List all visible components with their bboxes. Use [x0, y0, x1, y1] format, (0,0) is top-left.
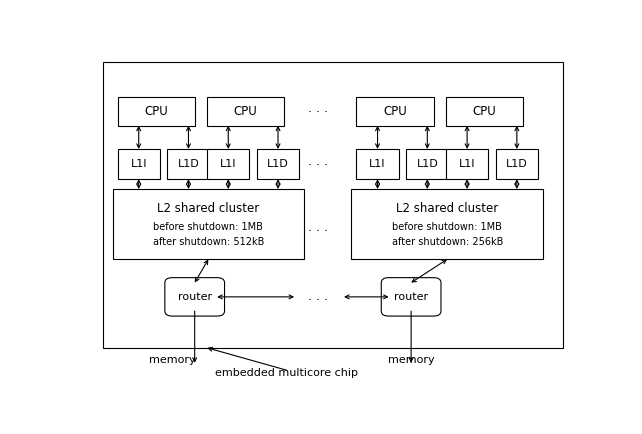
Text: memory: memory: [149, 355, 196, 365]
FancyBboxPatch shape: [257, 149, 299, 179]
Text: L1D: L1D: [267, 159, 289, 169]
Text: router: router: [394, 292, 428, 302]
Text: . . .: . . .: [308, 155, 328, 168]
Text: CPU: CPU: [234, 105, 257, 118]
FancyBboxPatch shape: [165, 278, 225, 316]
Text: L1I: L1I: [459, 159, 475, 169]
Text: L2 shared cluster: L2 shared cluster: [157, 201, 259, 214]
Text: . . .: . . .: [308, 102, 328, 115]
Text: CPU: CPU: [144, 105, 168, 118]
Text: after shutdown: 512kB: after shutdown: 512kB: [153, 237, 264, 247]
FancyBboxPatch shape: [112, 189, 304, 259]
FancyBboxPatch shape: [117, 149, 160, 179]
FancyBboxPatch shape: [351, 189, 543, 259]
Text: L1D: L1D: [417, 159, 438, 169]
Text: L1I: L1I: [369, 159, 386, 169]
Text: CPU: CPU: [383, 105, 407, 118]
FancyBboxPatch shape: [207, 97, 284, 125]
Text: L1D: L1D: [506, 159, 528, 169]
Text: L1I: L1I: [220, 159, 236, 169]
Text: L1D: L1D: [178, 159, 200, 169]
FancyBboxPatch shape: [446, 149, 489, 179]
Text: L1I: L1I: [130, 159, 147, 169]
FancyBboxPatch shape: [168, 149, 209, 179]
FancyBboxPatch shape: [381, 278, 441, 316]
FancyBboxPatch shape: [207, 149, 249, 179]
FancyBboxPatch shape: [446, 97, 523, 125]
Text: embedded multicore chip: embedded multicore chip: [215, 368, 358, 378]
Text: before shutdown: 1MB: before shutdown: 1MB: [392, 222, 502, 232]
FancyBboxPatch shape: [117, 97, 195, 125]
FancyBboxPatch shape: [406, 149, 449, 179]
FancyBboxPatch shape: [103, 62, 563, 348]
Text: memory: memory: [388, 355, 435, 365]
Text: CPU: CPU: [473, 105, 496, 118]
Text: after shutdown: 256kB: after shutdown: 256kB: [392, 237, 503, 247]
FancyBboxPatch shape: [496, 149, 538, 179]
Text: router: router: [178, 292, 212, 302]
Text: before shutdown: 1MB: before shutdown: 1MB: [153, 222, 263, 232]
FancyBboxPatch shape: [356, 149, 399, 179]
Text: L2 shared cluster: L2 shared cluster: [396, 201, 498, 214]
Text: . . .: . . .: [308, 290, 328, 303]
Text: . . .: . . .: [308, 221, 328, 234]
FancyBboxPatch shape: [356, 97, 433, 125]
